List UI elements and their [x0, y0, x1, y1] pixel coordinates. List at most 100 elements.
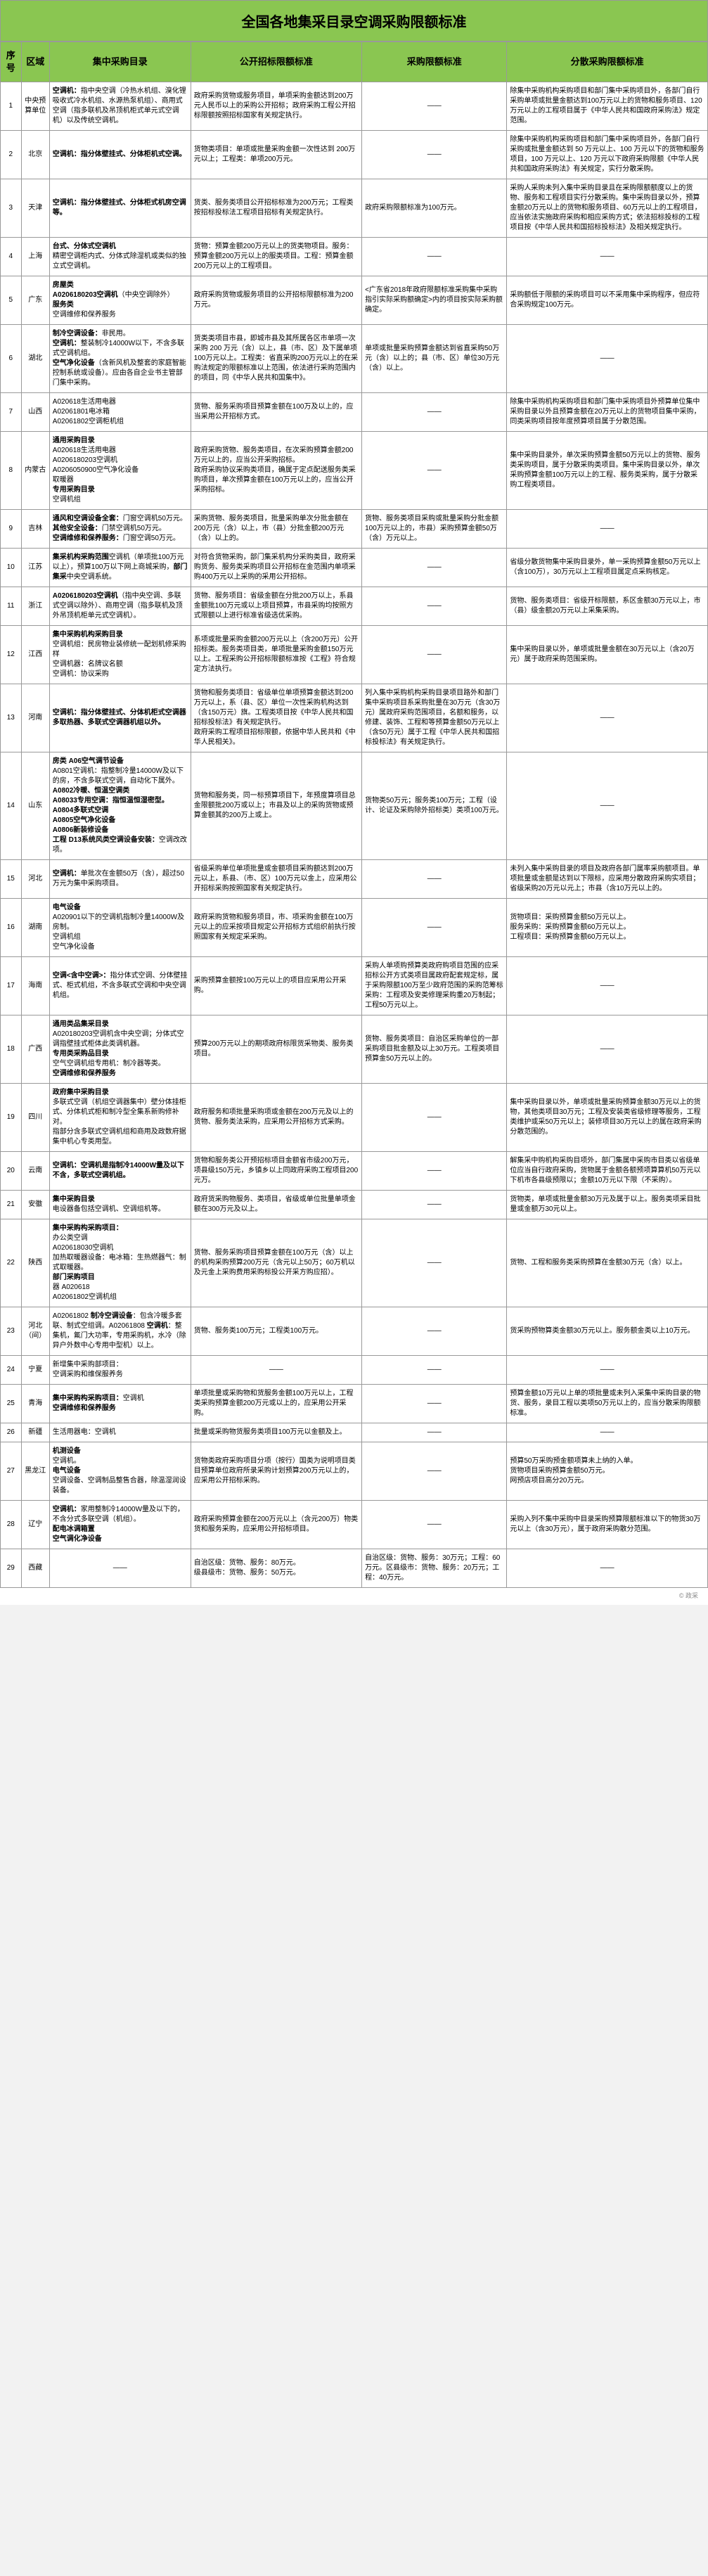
cell-seq: 5	[1, 276, 22, 325]
cell-bid: 自治区级：货物、服务：80万元。级县级市：货物、服务：50万元。	[191, 1549, 361, 1588]
cell-disp: 预算50万采购预金额项算未上纳的入单。货物项目采购预算金额50万元。网预店项目高…	[507, 1442, 708, 1501]
cell-bid: ——	[191, 1356, 361, 1385]
cell-limit: ——	[362, 1423, 507, 1442]
cell-catalog: 集中采购目录电设器备包括空调机、空调组机等。	[49, 1191, 191, 1219]
cell-region: 天津	[21, 179, 49, 238]
cell-seq: 23	[1, 1307, 22, 1356]
cell-disp: 集中采购目录以外，单项或批量采购预算金额30万元以上的货物，其他类项目30万元；…	[507, 1084, 708, 1152]
cell-region: 河北（间）	[21, 1307, 49, 1356]
table-row: 15河北空调机：单批次在金额50万（含），超过50万元为集中采购项目。省级采购单…	[1, 860, 708, 899]
cell-catalog: 台式、分体式空调机精密空调柜内式、分体式除湿机或类似的独立式空调机。	[49, 238, 191, 276]
cell-bid: 货物：预算金额200万元以上的货类物项目。服务：预算金额200万元以上的服类项目…	[191, 238, 361, 276]
cell-disp: 货采购预物算类金额30万元以上。服务额金类以上10万元。	[507, 1307, 708, 1356]
table-row: 25青海集中采购构采购项目：空调机空调维修和保养服务单项批量或采购物和货服务金额…	[1, 1385, 708, 1423]
cell-bid: 政府采购预算金额在200万元以上（含元200万）物类货和服务采购，应采用公开招标…	[191, 1501, 361, 1549]
cell-limit: ——	[362, 1385, 507, 1423]
cell-region: 宁夏	[21, 1356, 49, 1385]
cell-limit: ——	[362, 1356, 507, 1385]
cell-catalog: 集中采购机构采购目录空调机组：民房物业装修统一配划机修采购样空调机器：名牌议名额…	[49, 626, 191, 684]
cell-limit: 列入集中采购机构采购目录项目路外和部门集中采购项目系采购批量在30万元（含30万…	[362, 684, 507, 752]
cell-seq: 24	[1, 1356, 22, 1385]
cell-bid: 政府服务和项批量采购项或金额在200万元及以上的货物、服务类法采购，应采用公开招…	[191, 1084, 361, 1152]
cell-bid: 货物和服务类，同一标预算项目下，年预度算项目总金限额批200万或以上；市县及以上…	[191, 752, 361, 860]
cell-limit: ——	[362, 1219, 507, 1307]
cell-limit: 政府采购限额标准为100万元。	[362, 179, 507, 238]
cell-disp: 采购入列不集中采购中目录采购预算限额标准以下的物货30万元以上（含30万元），属…	[507, 1501, 708, 1549]
cell-seq: 9	[1, 510, 22, 549]
cell-disp: ——	[507, 1549, 708, 1588]
cell-limit: ——	[362, 1084, 507, 1152]
cell-catalog: 空调机：指中央空调（冷热水机组、溴化锂吸收式冷水机组、水源热泵机组）、商用式空调…	[49, 82, 191, 131]
cell-seq: 11	[1, 587, 22, 626]
cell-catalog: 空调机：指分体壁挂式、分体柜机式空调。	[49, 131, 191, 179]
cell-bid: 货类、服务类项目公开招标标准为200万元；工程类按招标投标法工程项目招标有关规定…	[191, 179, 361, 238]
table-row: 27黑龙江机测设备空调机。电气设备空调设备、空调制品整售合器，除温湿润设装备。货…	[1, 1442, 708, 1501]
cell-region: 四川	[21, 1084, 49, 1152]
cell-region: 吉林	[21, 510, 49, 549]
cell-region: 中央预算单位	[21, 82, 49, 131]
cell-catalog: 制冷空调设备：非民用。空调机：整装制冷14000W以下，不含多联式空调机组。空气…	[49, 325, 191, 393]
cell-catalog: 空调机：家用整制冷14000W量及以下的，不含分式多联空调（机组）。配电冰调箱置…	[49, 1501, 191, 1549]
cell-catalog: 机测设备空调机。电气设备空调设备、空调制品整售合器，除温湿润设装备。	[49, 1442, 191, 1501]
cell-seq: 19	[1, 1084, 22, 1152]
cell-limit: ——	[362, 1191, 507, 1219]
cell-region: 江苏	[21, 549, 49, 587]
cell-seq: 21	[1, 1191, 22, 1219]
table-row: 19四川政府集中采购目录多联式空调（机组空调器集中）壁分体挂柜式、分体机式柜和制…	[1, 1084, 708, 1152]
cell-limit: ——	[362, 1307, 507, 1356]
cell-limit: ——	[362, 238, 507, 276]
cell-seq: 27	[1, 1442, 22, 1501]
table-row: 12江西集中采购机构采购目录空调机组：民房物业装修统一配划机修采购样空调机器：名…	[1, 626, 708, 684]
table-row: 2北京空调机：指分体壁挂式、分体柜机式空调。货物类项目：单项或批量采购金额一次性…	[1, 131, 708, 179]
table-row: 21安徽集中采购目录电设器备包括空调机、空调组机等。政府货采购物服务、类项目，省…	[1, 1191, 708, 1219]
table-row: 24宁夏新增集中采购部项目：空调采购和维保服养务——————	[1, 1356, 708, 1385]
cell-limit: ——	[362, 1442, 507, 1501]
cell-disp: 货物类，单项或批量金额30万元及属于以上。服务类项采目批量或金额万30元以上。	[507, 1191, 708, 1219]
cell-seq: 12	[1, 626, 22, 684]
cell-disp: ——	[507, 510, 708, 549]
cell-disp: ——	[507, 684, 708, 752]
cell-catalog: 通风和空调设备全套：门窗空调机50万元。其他安全设备：门禁空调机50万元。空调维…	[49, 510, 191, 549]
cell-seq: 25	[1, 1385, 22, 1423]
cell-catalog: 新增集中采购部项目：空调采购和维保服养务	[49, 1356, 191, 1385]
table-row: 17海南空调<含中空调>：指分体式空调、分体壁挂式、柜式机组，不含多联式空调和中…	[1, 957, 708, 1015]
cell-region: 西藏	[21, 1549, 49, 1588]
cell-seq: 4	[1, 238, 22, 276]
cell-limit: 采购人单项购预算类政府购项目范围的应采招标公开方式类项目属政府配套规定标，属于采…	[362, 957, 507, 1015]
cell-seq: 26	[1, 1423, 22, 1442]
cell-seq: 13	[1, 684, 22, 752]
cell-catalog: 房类 A06空气调节设备A0801空调机：指整制冷量14000W及以下的房，不含…	[49, 752, 191, 860]
cell-disp: 除集中采购机构采购项目和部门集中采购项目外，各部门自行采购单项或批量金额达到10…	[507, 82, 708, 131]
table-row: 4上海台式、分体式空调机精密空调柜内式、分体式除湿机或类似的独立式空调机。货物：…	[1, 238, 708, 276]
cell-catalog: 空调机：单批次在金额50万（含），超过50万元为集中采购项目。	[49, 860, 191, 899]
cell-seq: 16	[1, 899, 22, 957]
col-region: 区域	[21, 42, 49, 82]
cell-region: 广西	[21, 1015, 49, 1084]
cell-seq: 7	[1, 393, 22, 432]
table-row: 22陕西集中采购构采购项目：办公类空调A020618030空调机加热取暖器设备：…	[1, 1219, 708, 1307]
cell-seq: 22	[1, 1219, 22, 1307]
cell-catalog: 政府集中采购目录多联式空调（机组空调器集中）壁分体挂柜式、分体机式柜和制冷型全集…	[49, 1084, 191, 1152]
cell-catalog: 集中采购构采购项目：办公类空调A020618030空调机加热取暖器设备：电冰箱：…	[49, 1219, 191, 1307]
cell-region: 青海	[21, 1385, 49, 1423]
table-row: 29西藏——自治区级：货物、服务：80万元。级县级市：货物、服务：50万元。自治…	[1, 1549, 708, 1588]
cell-limit: ——	[362, 432, 507, 510]
cell-region: 山东	[21, 752, 49, 860]
cell-region: 新疆	[21, 1423, 49, 1442]
table-row: 7山西A020618生活用电器A02061801电冰箱A02061802空调柜机…	[1, 393, 708, 432]
cell-disp: 省级分散货物集中采购目录外，单一采购预算金额50万元以上（含100万），30万元…	[507, 549, 708, 587]
cell-catalog: 集采机构采购范围空调机（单项批100万元以上），预算100万以下网上商城采购，部…	[49, 549, 191, 587]
cell-limit: ——	[362, 626, 507, 684]
table-row: 13河南空调机：指分体壁挂式、分体机柜式空调器多取热器、多联式空调器机组以外。货…	[1, 684, 708, 752]
cell-seq: 10	[1, 549, 22, 587]
cell-limit: 货物、服务类项目：自治区采购单位的一部采购项目批金额及以上30万元。工程类项目预…	[362, 1015, 507, 1084]
cell-region: 湖南	[21, 899, 49, 957]
cell-bid: 政府采购货物、服务类项目，在次采购预算金额200万元以上的，应当公开采购招标。政…	[191, 432, 361, 510]
col-catalog: 集中采购目录	[49, 42, 191, 82]
cell-bid: 政府货采购物服务、类项目，省级或单位批量单项金额在300万元及以上。	[191, 1191, 361, 1219]
cell-catalog: 空调机：空调机是指制冷14000W量及以下不含，多联式空调机组。	[49, 1152, 191, 1191]
cell-region: 湖北	[21, 325, 49, 393]
table-row: 11浙江A0206180203空调机（指中央空调、多联式空调以除外）、商用空调（…	[1, 587, 708, 626]
cell-seq: 29	[1, 1549, 22, 1588]
cell-region: 江西	[21, 626, 49, 684]
